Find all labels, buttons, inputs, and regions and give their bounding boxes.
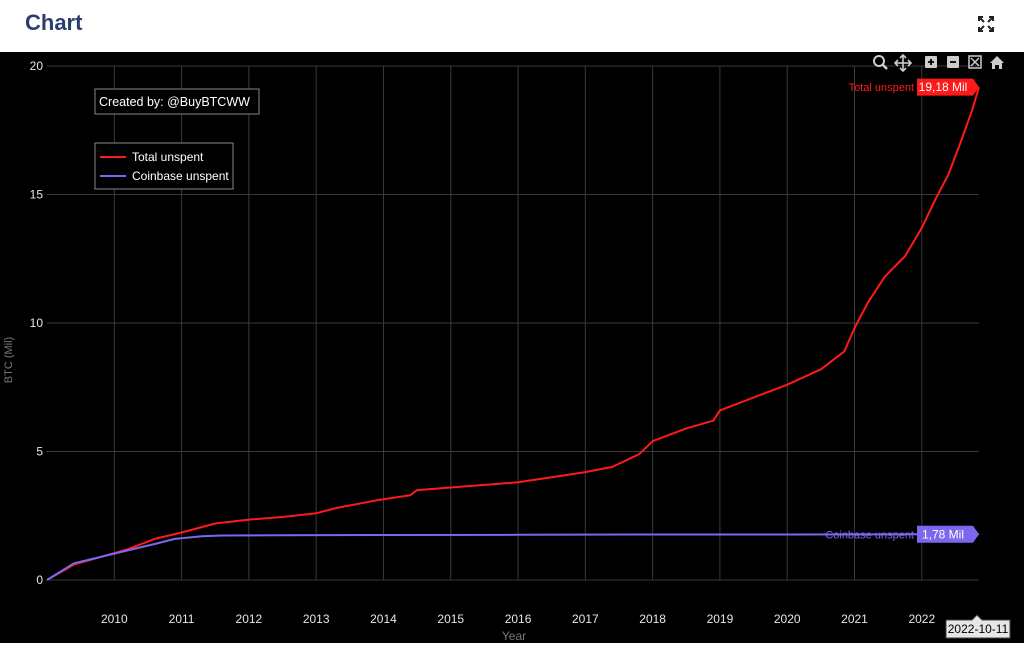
page-title: Chart (25, 10, 83, 35)
y-tick-label: 15 (30, 188, 44, 202)
end-labels: 19,18 Mil Total unspent 1,78 Mil Coinbase u… (825, 78, 979, 543)
x-tick-label: 2013 (303, 612, 330, 626)
chart-toolbar (873, 53, 1004, 73)
x-tick-label: 2015 (437, 612, 464, 626)
end-series-label: Total unspent (849, 82, 914, 94)
zoom-in-icon[interactable] (925, 56, 937, 68)
expand-icon[interactable] (976, 14, 996, 34)
end-value-box (917, 525, 979, 543)
x-tick-label: 2010 (101, 612, 128, 626)
y-tick-label: 20 (30, 59, 44, 73)
hover-date-text: 2022-10-11 (948, 622, 1009, 636)
x-tick-label: 2018 (639, 612, 666, 626)
pan-icon[interactable] (893, 53, 913, 73)
chart-header: Chart (0, 0, 1024, 52)
y-tick-label: 5 (36, 445, 43, 459)
reset-home-icon[interactable] (990, 56, 1004, 69)
legend-label-total-unspent[interactable]: Total unspent (132, 150, 204, 164)
end-value-box (917, 78, 979, 96)
x-tick-label: 2019 (707, 612, 734, 626)
x-tick-label: 2014 (370, 612, 397, 626)
y-axis: 0 5 10 15 20 (30, 59, 44, 587)
x-tick-label: 2017 (572, 612, 599, 626)
x-tick-label: 2022 (908, 612, 935, 626)
y-tick-label: 10 (30, 316, 44, 330)
x-axis-label: Year (502, 629, 526, 643)
x-tick-label: 2021 (841, 612, 868, 626)
watermark-box: Created by: @BuyBTCWW (94, 88, 260, 115)
y-tick-label: 0 (36, 573, 43, 587)
y-axis-label: BTC (Mil) (3, 337, 15, 383)
x-tick-label: 2020 (774, 612, 801, 626)
legend[interactable]: Total unspent Coinbase unspent (94, 142, 234, 190)
watermark-text: Created by: @BuyBTCWW (99, 95, 250, 109)
series-lines (46, 86, 980, 581)
autoscale-icon[interactable] (968, 55, 982, 69)
x-tick-label: 2016 (505, 612, 532, 626)
x-tick-label: 2011 (169, 612, 195, 626)
end-series-label: Coinbase unspent (825, 529, 914, 541)
end-value-label: 19,18 Mil (919, 80, 968, 94)
legend-label-coinbase-unspent[interactable]: Coinbase unspent (132, 169, 229, 183)
zoom-out-icon[interactable] (947, 56, 959, 68)
end-value-label: 1,78 Mil (922, 527, 964, 541)
hover-date-label: 2022-10-11 (945, 614, 1011, 639)
x-axis: 2010 2011 2012 2013 2014 2015 2016 2017 2018 2019… (101, 612, 936, 626)
series-line-total-unspent[interactable] (46, 86, 980, 581)
series-line-coinbase-unspent[interactable] (46, 533, 979, 581)
chart-area[interactable]: 0 5 10 15 20 2010 2011 2012 2013 2014 2015 2016 201… (0, 52, 1024, 643)
x-tick-label: 2012 (236, 612, 263, 626)
zoom-icon[interactable] (873, 55, 888, 70)
